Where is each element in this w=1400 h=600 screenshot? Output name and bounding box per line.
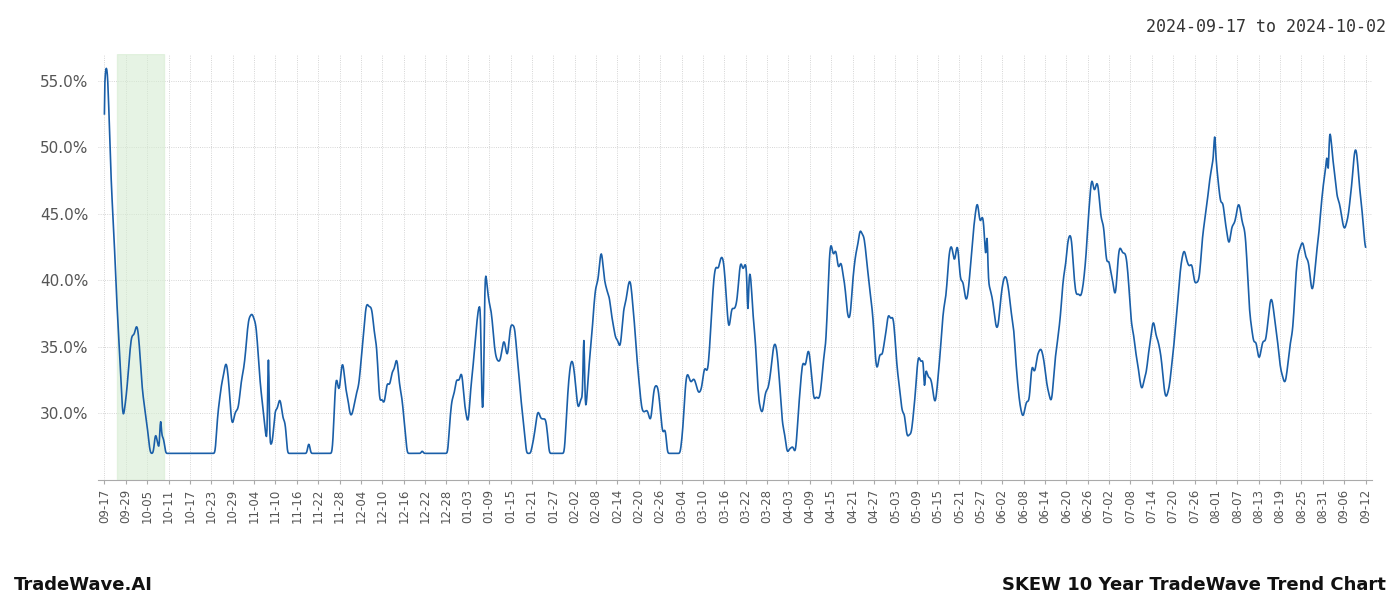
Text: SKEW 10 Year TradeWave Trend Chart: SKEW 10 Year TradeWave Trend Chart bbox=[1002, 576, 1386, 594]
Text: TradeWave.AI: TradeWave.AI bbox=[14, 576, 153, 594]
Text: 2024-09-17 to 2024-10-02: 2024-09-17 to 2024-10-02 bbox=[1147, 18, 1386, 36]
Bar bbox=[118, 54, 164, 480]
